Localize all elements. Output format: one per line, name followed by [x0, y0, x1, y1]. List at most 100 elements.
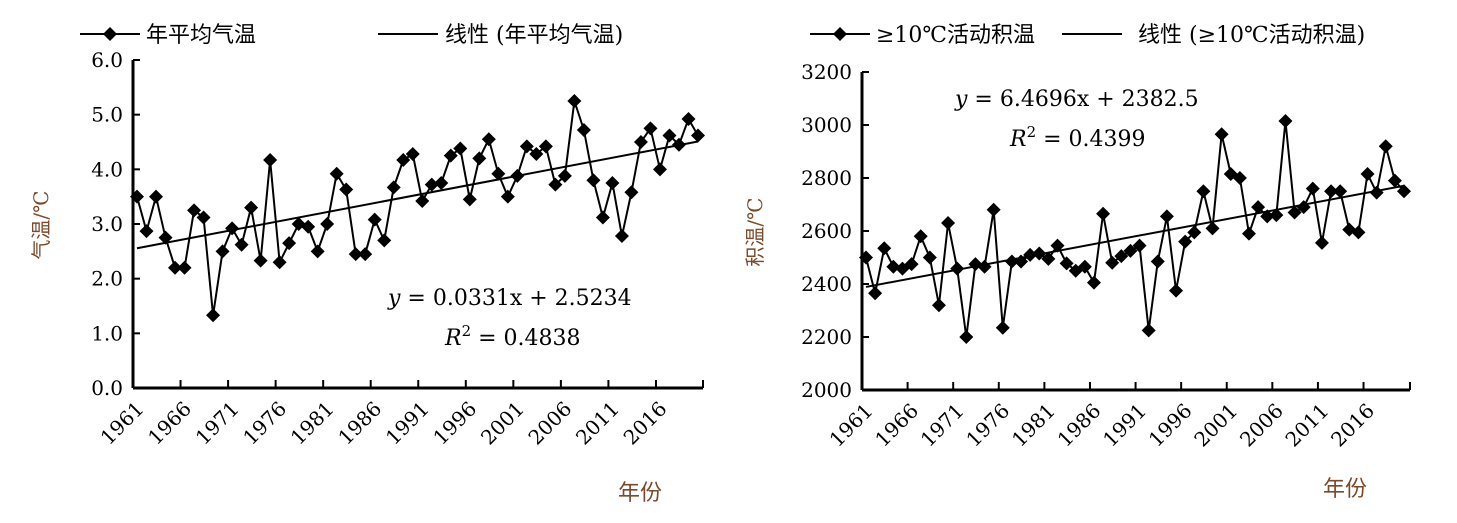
data-point: [913, 229, 928, 244]
data-point: [491, 166, 506, 181]
data-point: [396, 153, 411, 168]
x-tick-label: 1971: [916, 399, 969, 452]
data-point: [1305, 181, 1320, 196]
trend-line: [865, 184, 1405, 288]
y-tick-label: 2000: [801, 378, 852, 402]
y-tick-label: 0.0: [91, 376, 123, 400]
legend: ≥10℃活动积温 线性 (≥10℃活动积温): [810, 23, 1365, 48]
y-tick-label: 2400: [801, 272, 852, 296]
data-point: [1369, 185, 1384, 200]
data-point: [941, 216, 956, 231]
data-point: [691, 128, 705, 143]
data-point: [567, 94, 582, 108]
data-point: [1214, 127, 1229, 142]
data-point: [386, 180, 401, 195]
data-point: [529, 147, 544, 162]
data-point: [1023, 247, 1038, 262]
data-point: [859, 250, 873, 265]
equation-y: y: [954, 87, 968, 112]
data-point: [548, 177, 563, 192]
data-point: [282, 236, 297, 251]
y-tick-label: 1.0: [91, 321, 123, 345]
x-axis-title: 年份: [618, 481, 662, 506]
data-point: [472, 151, 487, 166]
data-point: [348, 247, 363, 262]
y-tick-label: 2200: [801, 325, 852, 349]
data-point: [1196, 184, 1211, 199]
series-line: [136, 100, 699, 316]
data-point: [576, 122, 591, 137]
r-superscript: 2: [1027, 123, 1037, 141]
x-tick-label: 2016: [1326, 399, 1379, 452]
data-point: [244, 200, 259, 215]
equation-body: = 6.4696x + 2382.5: [967, 87, 1198, 112]
data-point: [1187, 225, 1202, 240]
data-point: [1141, 323, 1156, 338]
r-squared: R2 = 0.4399: [1009, 123, 1146, 152]
x-tick-label: 2011: [571, 397, 624, 450]
legend-diamond-icon: [103, 27, 117, 41]
x-tick-label: 2006: [523, 397, 576, 450]
data-point: [1114, 249, 1129, 264]
data-point: [662, 128, 677, 143]
x-tick-label: 1996: [1144, 399, 1197, 452]
data-point: [1150, 254, 1165, 269]
x-tick-label: 2011: [1281, 399, 1334, 452]
y-tick-label: 3200: [801, 60, 852, 84]
data-point: [1086, 275, 1101, 290]
data-point: [377, 233, 392, 248]
data-point: [950, 261, 965, 276]
data-point: [614, 229, 629, 244]
y-tick-label: 2.0: [91, 267, 123, 291]
x-tick-label: 1971: [191, 397, 244, 450]
y-tick-label: 6.0: [91, 48, 123, 72]
data-point: [605, 176, 620, 190]
data-point: [1397, 184, 1411, 199]
r-superscript: 2: [462, 322, 472, 340]
data-point: [557, 168, 572, 183]
data-point: [301, 219, 316, 234]
data-point: [1041, 251, 1056, 266]
x-tick-label: 1996: [428, 397, 481, 450]
equation-y: y: [387, 286, 401, 311]
legend: 年平均气温 线性 (年平均气温): [80, 23, 623, 48]
y-tick-label: 4.0: [91, 157, 123, 181]
x-tick-label: 2001: [476, 397, 529, 450]
data-point: [1251, 200, 1266, 215]
data-point: [633, 135, 648, 149]
data-point: [624, 185, 639, 200]
data-point: [434, 176, 449, 190]
x-tick-label: 1991: [381, 397, 434, 450]
data-point: [481, 132, 496, 147]
data-point: [215, 244, 230, 259]
data-point: [586, 173, 601, 188]
data-point: [1169, 283, 1184, 298]
y-tick-label: 2600: [801, 219, 852, 243]
x-axis-title: 年份: [1323, 477, 1367, 502]
data-point: [1287, 205, 1302, 220]
trend-equation: y = 0.0331x + 2.5234: [387, 286, 632, 311]
data-point: [519, 139, 534, 154]
data-point: [130, 189, 144, 204]
x-tick-label: 1986: [333, 397, 386, 450]
data-point: [1314, 235, 1329, 250]
data-point: [1077, 259, 1092, 274]
r-symbol: R: [444, 326, 462, 351]
legend-trend-label: 线性 (≥10℃活动积温): [1138, 23, 1365, 48]
data-point: [196, 210, 211, 225]
data-point: [149, 189, 164, 204]
data-point: [1269, 208, 1284, 223]
trend-line: [136, 140, 699, 250]
y-axis-title: 积温/℃: [743, 197, 767, 266]
data-point: [886, 259, 901, 274]
data-point: [263, 153, 278, 168]
data-point: [1333, 184, 1348, 199]
y-tick-label: 3000: [801, 113, 852, 137]
data-point: [367, 212, 382, 227]
data-point: [253, 253, 268, 268]
data-point: [310, 244, 325, 259]
legend-diamond-icon: [833, 27, 847, 41]
data-point: [139, 224, 154, 239]
data-point: [922, 250, 937, 265]
data-point: [1132, 238, 1147, 253]
